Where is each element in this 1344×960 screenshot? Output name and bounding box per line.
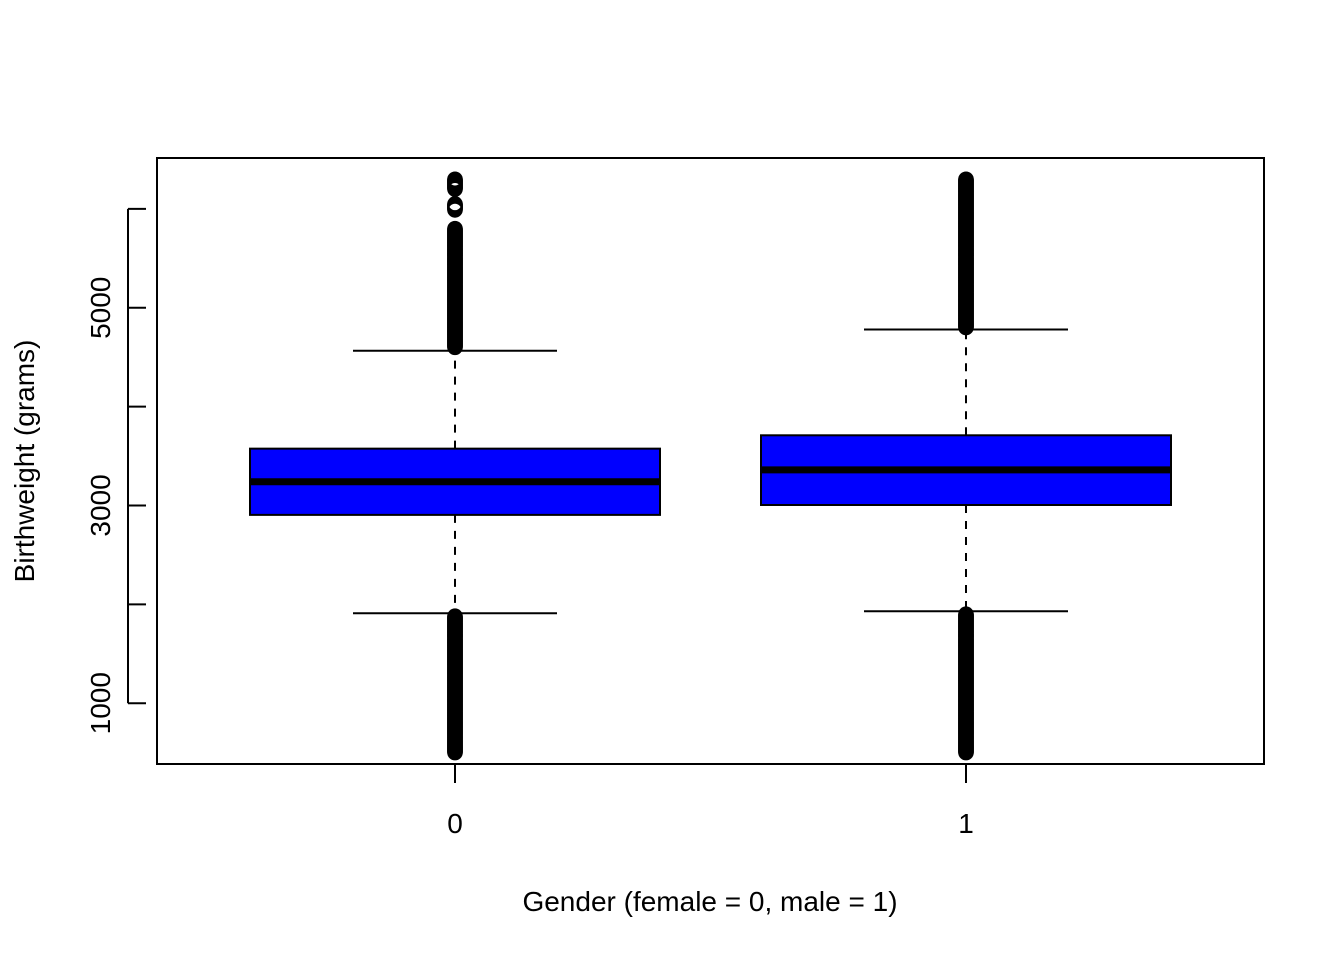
y-tick-label-3000: 3000 <box>85 474 116 536</box>
outlier-point-high <box>447 220 463 237</box>
outlier-point-high <box>958 171 974 188</box>
y-axis: 1000 3000 5000 <box>85 207 146 734</box>
x-tick-label-0: 0 <box>447 808 463 839</box>
y-axis-label: Birthweight (grams) <box>9 340 40 583</box>
boxes-layer <box>249 171 1172 761</box>
outlier-point-low <box>958 606 974 623</box>
y-tick-label-5000: 5000 <box>85 277 116 339</box>
box-group-1 <box>760 171 1172 761</box>
y-tick-label-1000: 1000 <box>85 672 116 734</box>
x-tick-label-1: 1 <box>958 808 974 839</box>
outlier-point-high <box>447 171 463 188</box>
outlier-point-low <box>447 608 463 625</box>
box-group-0 <box>249 171 661 761</box>
x-axis-label: Gender (female = 0, male = 1) <box>522 886 897 917</box>
outlier-point-high <box>447 196 463 212</box>
